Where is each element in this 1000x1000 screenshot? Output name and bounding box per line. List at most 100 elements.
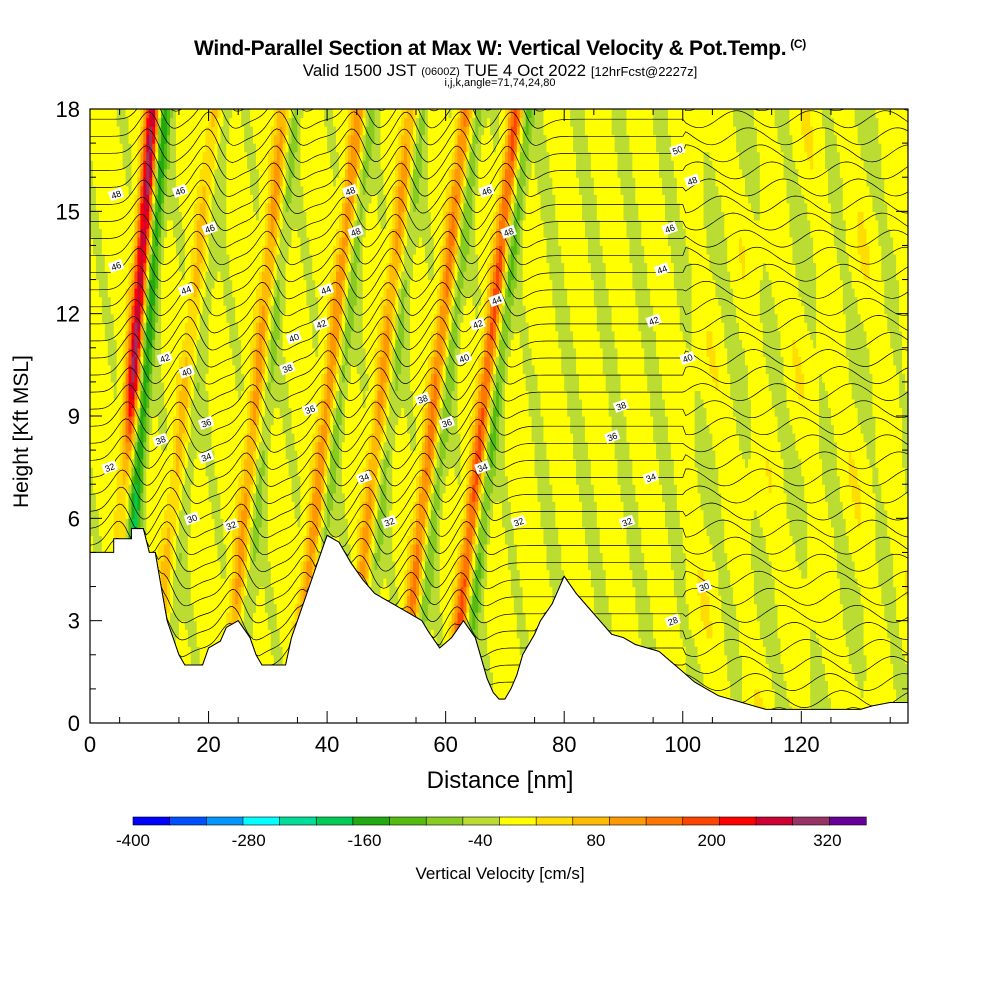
field-cell — [119, 160, 124, 170]
field-cell — [161, 313, 165, 323]
field-cell — [95, 518, 100, 528]
field-cell — [199, 236, 204, 247]
field-cell — [167, 168, 171, 178]
field-cell — [172, 501, 177, 511]
field-cell — [161, 373, 165, 383]
field-cell — [146, 475, 150, 485]
field-cell — [134, 484, 139, 494]
field-cell — [95, 168, 100, 178]
field-cell — [152, 305, 156, 315]
field-cell — [143, 279, 147, 289]
field-cell — [161, 450, 165, 460]
field-cell — [193, 433, 198, 443]
field-cell — [113, 381, 118, 392]
field-cell — [98, 219, 103, 229]
field-cell — [170, 185, 174, 195]
field-cell — [199, 160, 204, 170]
field-cell — [143, 364, 147, 374]
field-cell — [125, 475, 130, 485]
field-cell — [152, 245, 156, 255]
field-cell — [104, 535, 109, 545]
field-cell — [167, 390, 171, 400]
field-cell — [172, 202, 177, 212]
field-cell — [193, 467, 198, 477]
field-cell — [140, 313, 144, 323]
field-cell — [181, 586, 186, 596]
field-cell — [143, 381, 147, 392]
field-cell — [158, 330, 162, 340]
field-cell — [107, 143, 112, 153]
field-cell — [196, 467, 201, 477]
field-cell — [122, 501, 127, 511]
field-cell — [161, 492, 165, 502]
field-cell — [146, 245, 150, 255]
field-cell — [101, 390, 106, 400]
field-cell — [122, 168, 127, 178]
field-cell — [161, 211, 165, 221]
field-cell — [104, 151, 109, 161]
field-cell — [181, 646, 186, 656]
field-cell — [113, 441, 118, 451]
field-cell — [175, 526, 180, 536]
field-cell — [90, 253, 94, 264]
field-cell — [187, 543, 192, 554]
field-cell — [137, 109, 141, 119]
field-cell — [187, 629, 192, 639]
field-cell — [196, 228, 201, 238]
field-cell — [131, 501, 136, 511]
field-cell — [181, 603, 186, 613]
field-cell — [90, 356, 94, 366]
field-cell — [187, 535, 192, 545]
field-cell — [107, 160, 112, 170]
field-cell — [140, 356, 144, 366]
field-cell — [172, 279, 177, 289]
field-cell — [158, 211, 162, 221]
field-cell — [146, 356, 150, 366]
field-cell — [193, 501, 198, 511]
field-cell — [190, 245, 195, 255]
field-cell — [175, 194, 180, 204]
field-cell — [101, 236, 106, 247]
field-cell — [187, 271, 192, 281]
field-cell — [119, 509, 124, 519]
field-cell — [181, 475, 186, 485]
field-cell — [128, 416, 133, 426]
field-cell — [116, 253, 121, 264]
field-cell — [104, 339, 109, 349]
field-cell — [187, 305, 192, 315]
field-cell — [196, 117, 201, 127]
field-cell — [146, 305, 150, 315]
field-cell — [104, 134, 109, 144]
field-cell — [143, 228, 147, 238]
field-cell — [122, 458, 127, 468]
field-cell — [187, 450, 192, 460]
field-cell — [158, 288, 162, 298]
field-cell — [187, 416, 192, 426]
field-cell — [95, 441, 100, 451]
field-cell — [125, 253, 130, 264]
field-cell — [152, 535, 156, 545]
field-cell — [178, 151, 183, 161]
field-cell — [122, 117, 127, 127]
field-cell — [143, 398, 147, 409]
field-cell — [98, 492, 103, 502]
field-cell — [199, 407, 204, 417]
field-cell — [170, 143, 174, 153]
field-cell — [184, 143, 189, 153]
field-cell — [113, 126, 118, 136]
field-cell — [196, 253, 201, 264]
field-cell — [167, 398, 171, 409]
field-cell — [199, 552, 204, 562]
field-cell — [140, 134, 144, 144]
field-cell — [131, 390, 136, 400]
field-cell — [116, 339, 121, 349]
field-cell — [125, 424, 130, 434]
field-cell — [149, 475, 153, 485]
field-cell — [113, 313, 118, 323]
field-cell — [131, 424, 136, 434]
field-cell — [158, 373, 162, 383]
field-cell — [140, 185, 144, 195]
field-cell — [125, 433, 130, 443]
field-cell — [95, 381, 100, 392]
field-cell — [110, 518, 115, 528]
